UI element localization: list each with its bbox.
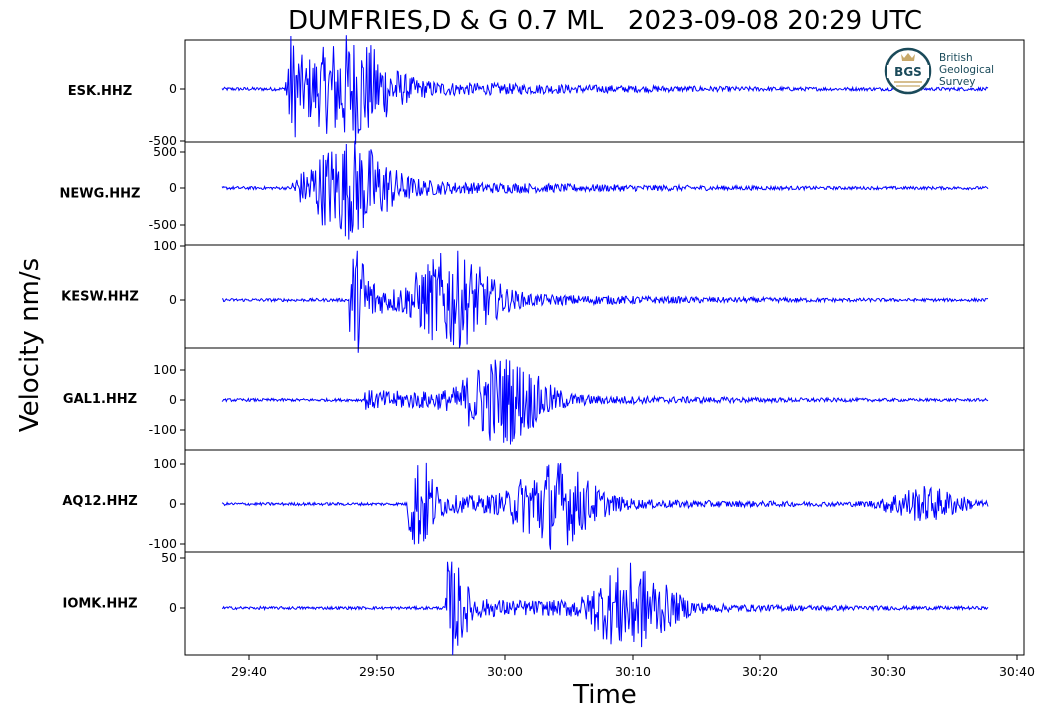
chart-title: DUMFRIES,D & G 0.7 ML 2023-09-08 20:29 U… bbox=[287, 6, 923, 36]
bgs-emblem-icon: BGS bbox=[884, 47, 932, 95]
waveform-trace bbox=[221, 359, 989, 445]
y-tick-label: 0 bbox=[169, 600, 177, 615]
station-label: AQ12.HHZ bbox=[62, 494, 137, 509]
x-tick-label: 30:30 bbox=[870, 664, 906, 679]
station-label: ESK.HHZ bbox=[68, 84, 132, 99]
y-tick-label: -500 bbox=[149, 217, 177, 232]
waveform-trace bbox=[221, 250, 989, 353]
y-tick-label: 0 bbox=[169, 292, 177, 307]
x-tick-label: 29:40 bbox=[231, 664, 267, 679]
logo-abbr: BGS bbox=[894, 65, 922, 79]
station-label: GAL1.HHZ bbox=[63, 392, 137, 407]
x-tick-label: 30:00 bbox=[487, 664, 523, 679]
waveform-trace bbox=[221, 561, 989, 656]
panel-frame bbox=[184, 244, 1025, 349]
panel-frame bbox=[184, 141, 1025, 246]
waveform-trace bbox=[221, 140, 989, 240]
y-tick-label: 100 bbox=[153, 456, 177, 471]
logo-line1: British bbox=[939, 52, 973, 64]
x-axis-label: Time bbox=[573, 680, 637, 710]
y-tick-label: 500 bbox=[153, 144, 177, 159]
y-tick-label: 50 bbox=[161, 550, 177, 565]
y-tick-label: 100 bbox=[153, 362, 177, 377]
station-label: IOMK.HHZ bbox=[62, 597, 137, 612]
logo-line3: Survey bbox=[939, 76, 976, 88]
x-tick-label: 29:50 bbox=[359, 664, 395, 679]
x-tick-label: 30:40 bbox=[999, 664, 1035, 679]
y-tick-label: 0 bbox=[169, 496, 177, 511]
bgs-logo: BGS British Geological Survey bbox=[884, 46, 1009, 96]
waveform-trace bbox=[221, 462, 989, 550]
waveform-trace bbox=[221, 35, 989, 145]
x-tick-label: 30:10 bbox=[615, 664, 651, 679]
y-tick-label: 100 bbox=[153, 238, 177, 253]
station-label: NEWG.HHZ bbox=[60, 187, 141, 202]
y-tick-label: -100 bbox=[149, 536, 177, 551]
x-tick-label: 30:20 bbox=[742, 664, 778, 679]
logo-line2: Geological bbox=[939, 64, 995, 76]
y-tick-label: -500 bbox=[149, 133, 177, 148]
station-label: KESW.HHZ bbox=[61, 290, 139, 305]
y-tick-label: 0 bbox=[169, 81, 177, 96]
y-tick-label: -100 bbox=[149, 422, 177, 437]
panel-frame bbox=[184, 551, 1025, 656]
y-tick-label: 0 bbox=[169, 180, 177, 195]
y-tick-label: 0 bbox=[169, 392, 177, 407]
